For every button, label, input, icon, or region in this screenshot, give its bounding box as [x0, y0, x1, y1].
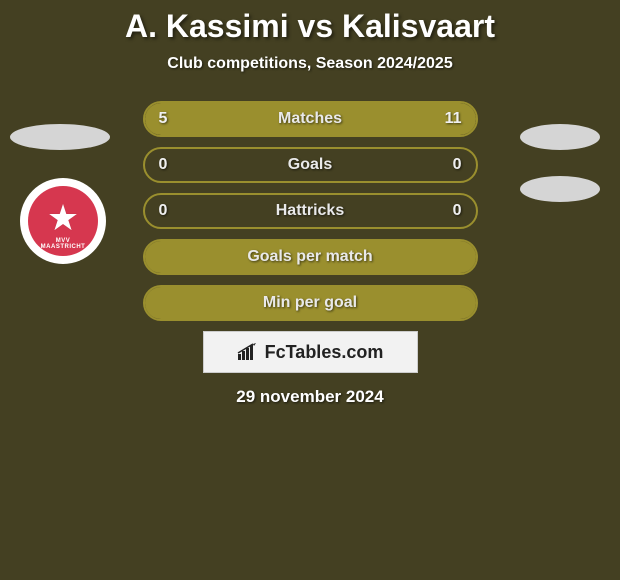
brand-text: FcTables.com [265, 342, 384, 363]
bar-chart-icon [237, 343, 259, 361]
stat-label: Goals per match [247, 248, 372, 266]
stat-value-left: 0 [159, 202, 168, 220]
stat-value-left: 5 [159, 110, 168, 128]
stat-row: Min per goal [143, 285, 478, 321]
player-left-placeholder-icon [10, 124, 110, 150]
stat-value-right: 0 [453, 202, 462, 220]
club-badge-text: MVV MAASTRICHT [28, 238, 98, 250]
stat-row: 5 11 Matches [143, 101, 478, 137]
star-icon: ★ [47, 200, 79, 236]
club-left-badge: ★ MVV MAASTRICHT [20, 178, 106, 264]
stat-row: Goals per match [143, 239, 478, 275]
club-badge-bottom: MAASTRICHT [41, 244, 86, 250]
stat-row: 0 0 Goals [143, 147, 478, 183]
stats-table: 5 11 Matches 0 0 Goals 0 0 Hattricks Goals per ma… [143, 101, 478, 321]
stat-label: Min per goal [263, 294, 357, 312]
page-title: A. Kassimi vs Kalisvaart [0, 8, 620, 45]
stat-row: 0 0 Hattricks [143, 193, 478, 229]
club-right-placeholder-icon [520, 176, 600, 202]
stat-label: Matches [278, 110, 342, 128]
page-subtitle: Club competitions, Season 2024/2025 [0, 55, 620, 73]
date-label: 29 november 2024 [0, 387, 620, 407]
stat-value-right: 0 [453, 156, 462, 174]
stat-label: Hattricks [276, 202, 344, 220]
stat-label: Goals [288, 156, 332, 174]
player-right-placeholder-icon [520, 124, 600, 150]
stat-value-right: 11 [445, 110, 462, 128]
club-badge-inner: ★ MVV MAASTRICHT [28, 186, 98, 256]
comparison-card: A. Kassimi vs Kalisvaart Club competitio… [0, 0, 620, 407]
brand-box[interactable]: FcTables.com [203, 331, 418, 373]
stat-value-left: 0 [159, 156, 168, 174]
